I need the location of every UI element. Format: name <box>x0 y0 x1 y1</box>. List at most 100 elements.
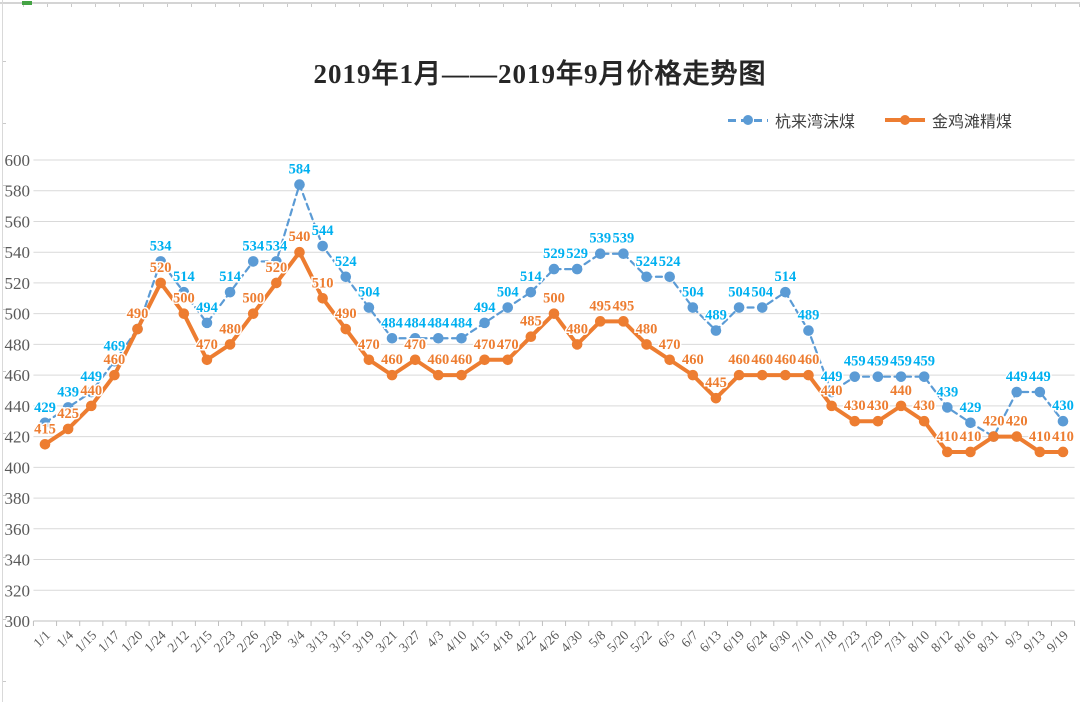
data-point-marker-series1[interactable] <box>1011 386 1023 398</box>
data-point-marker-series1[interactable] <box>317 240 328 252</box>
data-point-marker-series1[interactable] <box>525 286 537 298</box>
data-point-marker-series2[interactable] <box>548 308 560 319</box>
data-point-marker-series1[interactable] <box>433 332 444 344</box>
data-point-marker-series1[interactable] <box>803 325 814 336</box>
data-point-marker-series1[interactable] <box>479 317 490 329</box>
data-point-marker-series2[interactable] <box>525 331 537 343</box>
data-point-marker-series1[interactable] <box>224 286 236 298</box>
data-point-marker-series1[interactable] <box>849 371 861 382</box>
data-point-marker-series2[interactable] <box>502 354 514 366</box>
data-point-marker-series1[interactable] <box>85 386 97 398</box>
data-point-marker-series2[interactable] <box>965 446 976 458</box>
data-point-marker-series2[interactable] <box>988 431 999 442</box>
data-point-marker-series2[interactable] <box>1057 446 1069 458</box>
data-point-marker-series2[interactable] <box>224 339 236 350</box>
data-point-marker-series1[interactable] <box>363 302 375 313</box>
data-point-marker-series2[interactable] <box>155 277 166 289</box>
data-point-marker-series2[interactable] <box>618 316 629 327</box>
y-axis-tick-label: 420 <box>5 428 31 447</box>
data-point-marker-series1[interactable] <box>247 256 259 267</box>
data-point-marker-series1[interactable] <box>780 286 791 298</box>
data-point-marker-series2[interactable] <box>85 400 97 412</box>
data-point-marker-series2[interactable] <box>201 354 213 366</box>
data-point-marker-series1[interactable] <box>409 332 421 344</box>
data-point-marker-series2[interactable] <box>62 423 74 435</box>
data-point-marker-series1[interactable] <box>618 248 629 260</box>
data-point-marker-series1[interactable] <box>271 256 282 267</box>
data-label-series2: 430 <box>913 398 935 414</box>
data-label-series1: 504 <box>358 285 380 301</box>
data-point-marker-series2[interactable] <box>433 369 444 381</box>
data-point-marker-series1[interactable] <box>641 271 652 283</box>
data-point-marker-series2[interactable] <box>594 316 606 327</box>
data-point-marker-series2[interactable] <box>1011 431 1023 442</box>
data-label-series1: 514 <box>520 269 542 285</box>
data-point-marker-series2[interactable] <box>317 293 328 304</box>
data-point-marker-series2[interactable] <box>872 415 884 427</box>
data-point-marker-series2[interactable] <box>247 308 259 319</box>
data-point-marker-series2[interactable] <box>294 246 305 258</box>
data-point-marker-series1[interactable] <box>340 271 352 283</box>
data-point-marker-series1[interactable] <box>155 256 166 267</box>
y-axis-tick-label: 400 <box>5 458 31 477</box>
data-point-marker-series1[interactable] <box>756 302 768 313</box>
data-point-marker-series1[interactable] <box>548 263 560 275</box>
data-point-marker-series2[interactable] <box>409 354 421 366</box>
data-point-marker-series2[interactable] <box>479 354 490 366</box>
data-point-marker-series1[interactable] <box>39 417 51 429</box>
legend-item-hanglaiwan[interactable]: 杭来湾沫煤 <box>728 108 855 132</box>
data-point-marker-series2[interactable] <box>733 369 745 381</box>
data-point-marker-series1[interactable] <box>62 402 74 413</box>
sheet-row-ticks <box>2 0 6 702</box>
data-point-marker-series2[interactable] <box>895 400 907 412</box>
data-point-marker-series1[interactable] <box>178 286 190 298</box>
data-point-marker-series1[interactable] <box>965 417 976 429</box>
data-point-marker-series2[interactable] <box>386 369 398 381</box>
data-point-marker-series1[interactable] <box>1034 386 1046 398</box>
data-point-marker-series2[interactable] <box>109 369 120 381</box>
data-point-marker-series2[interactable] <box>664 354 675 366</box>
data-point-marker-series2[interactable] <box>641 339 652 350</box>
data-point-marker-series2[interactable] <box>39 438 51 450</box>
data-point-marker-series1[interactable] <box>109 356 120 367</box>
data-point-marker-series1[interactable] <box>664 271 675 283</box>
data-label-series2: 470 <box>497 337 519 353</box>
data-point-marker-series2[interactable] <box>710 392 722 404</box>
data-point-marker-series2[interactable] <box>340 323 352 335</box>
data-point-marker-series1[interactable] <box>733 302 745 313</box>
data-point-marker-series2[interactable] <box>456 369 467 381</box>
data-point-marker-series1[interactable] <box>872 371 884 382</box>
data-point-marker-series1[interactable] <box>594 248 606 260</box>
data-point-marker-series2[interactable] <box>178 308 190 319</box>
data-point-marker-series2[interactable] <box>826 400 837 412</box>
data-point-marker-series2[interactable] <box>756 369 768 381</box>
data-point-marker-series1[interactable] <box>201 317 213 329</box>
data-point-marker-series1[interactable] <box>895 371 907 382</box>
data-point-marker-series2[interactable] <box>687 369 699 381</box>
data-point-marker-series1[interactable] <box>456 332 467 344</box>
data-point-marker-series1[interactable] <box>1057 415 1069 427</box>
data-point-marker-series2[interactable] <box>132 323 143 335</box>
data-point-marker-series2[interactable] <box>803 369 814 381</box>
data-point-marker-series2[interactable] <box>1034 446 1046 458</box>
data-point-marker-series1[interactable] <box>571 263 583 275</box>
data-point-marker-series1[interactable] <box>710 325 722 336</box>
data-point-marker-series2[interactable] <box>571 339 583 350</box>
data-point-marker-series1[interactable] <box>294 179 305 190</box>
data-point-marker-series1[interactable] <box>687 302 699 313</box>
data-point-marker-series1[interactable] <box>918 371 930 382</box>
data-point-marker-series2[interactable] <box>271 277 282 289</box>
data-point-marker-series1[interactable] <box>386 332 398 344</box>
data-label-series1: 529 <box>543 246 565 262</box>
data-point-marker-series1[interactable] <box>942 402 953 413</box>
legend-item-jinjitan[interactable]: 金鸡滩精煤 <box>885 108 1012 132</box>
data-point-marker-series2[interactable] <box>780 369 791 381</box>
data-point-marker-series1[interactable] <box>826 386 837 398</box>
data-label-series2: 440 <box>821 383 843 399</box>
data-point-marker-series2[interactable] <box>849 415 861 427</box>
data-point-marker-series2[interactable] <box>942 446 953 458</box>
data-label-series1: 524 <box>636 254 658 270</box>
data-point-marker-series2[interactable] <box>918 415 930 427</box>
data-point-marker-series2[interactable] <box>363 354 375 366</box>
data-point-marker-series1[interactable] <box>502 302 514 313</box>
